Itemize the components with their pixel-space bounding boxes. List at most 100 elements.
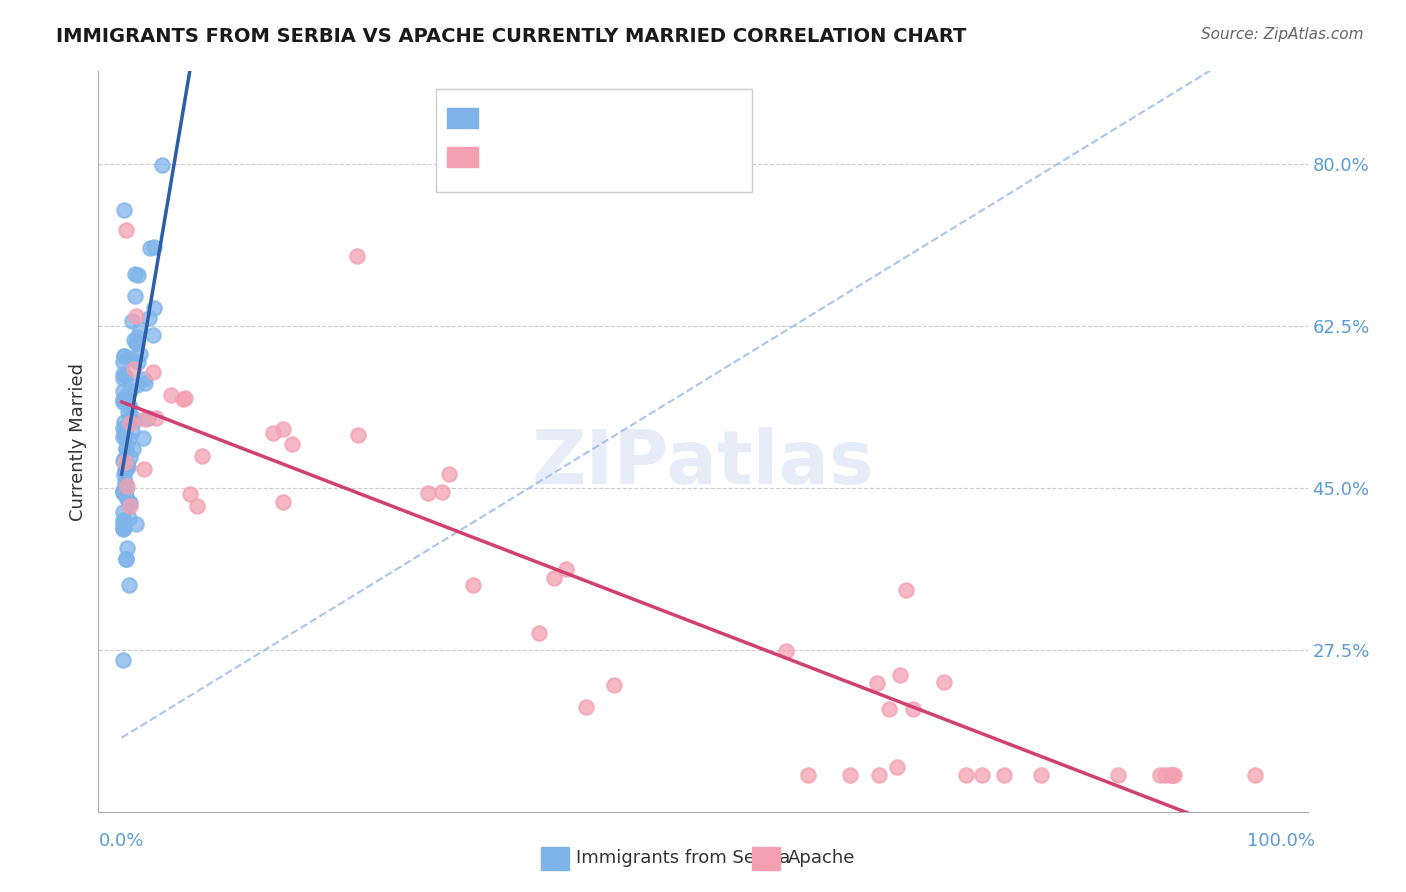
- Point: [112, 454, 135, 468]
- Point: [775, 644, 797, 658]
- Point: [970, 767, 993, 781]
- Point: [115, 457, 138, 471]
- Point: [111, 485, 134, 500]
- Text: ZIPatlas: ZIPatlas: [531, 427, 875, 500]
- Point: [111, 421, 134, 435]
- Point: [114, 390, 136, 404]
- Point: [271, 422, 294, 436]
- Text: 0.176: 0.176: [538, 108, 600, 128]
- Text: N =: N =: [605, 109, 638, 127]
- Point: [262, 425, 284, 440]
- Point: [838, 767, 860, 781]
- Point: [122, 333, 145, 347]
- Point: [461, 578, 484, 592]
- Point: [143, 240, 166, 254]
- Point: [603, 678, 626, 692]
- Point: [993, 767, 1015, 781]
- Point: [115, 482, 138, 496]
- Point: [179, 487, 201, 501]
- Point: [894, 582, 917, 597]
- Point: [439, 467, 461, 481]
- Point: [281, 437, 304, 451]
- Point: [174, 392, 197, 406]
- Point: [114, 485, 136, 500]
- Point: [111, 516, 134, 530]
- Point: [112, 367, 135, 381]
- Point: [111, 394, 134, 409]
- Point: [114, 429, 136, 443]
- Point: [118, 511, 141, 525]
- Point: [796, 767, 818, 781]
- Point: [120, 416, 142, 430]
- Point: [529, 626, 551, 640]
- Point: [112, 467, 135, 482]
- Point: [1149, 767, 1171, 781]
- Point: [114, 479, 136, 493]
- Point: [111, 653, 134, 667]
- Point: [127, 268, 149, 283]
- Point: [122, 410, 145, 425]
- Point: [124, 516, 146, 531]
- Point: [115, 551, 138, 566]
- Point: [1107, 767, 1129, 781]
- Text: Apache: Apache: [787, 849, 855, 867]
- Point: [114, 454, 136, 468]
- Point: [114, 475, 136, 489]
- Point: [125, 329, 148, 343]
- Point: [543, 571, 565, 585]
- Point: [132, 462, 155, 476]
- Point: [120, 412, 142, 426]
- Text: 55: 55: [657, 147, 683, 167]
- Point: [117, 578, 139, 592]
- Point: [120, 351, 142, 366]
- Point: [115, 479, 138, 493]
- Point: [127, 355, 149, 369]
- Point: [122, 442, 145, 456]
- Point: [1161, 767, 1184, 781]
- Point: [346, 249, 368, 263]
- Point: [120, 400, 142, 414]
- Point: [111, 355, 134, 369]
- Point: [1243, 767, 1265, 781]
- Point: [150, 158, 173, 172]
- Point: [118, 499, 141, 513]
- Point: [111, 505, 134, 519]
- Text: 0.0%: 0.0%: [98, 831, 143, 849]
- Point: [886, 760, 908, 774]
- Point: [117, 460, 139, 475]
- Point: [112, 349, 135, 363]
- Point: [127, 378, 149, 392]
- Point: [125, 335, 148, 350]
- Point: [114, 464, 136, 478]
- Point: [1031, 767, 1053, 781]
- Text: Immigrants from Serbia: Immigrants from Serbia: [576, 849, 790, 867]
- Point: [122, 362, 145, 376]
- Point: [111, 392, 134, 406]
- Point: [1163, 767, 1185, 781]
- Point: [111, 384, 134, 399]
- Point: [112, 521, 135, 535]
- Point: [271, 495, 294, 509]
- Point: [1160, 767, 1182, 781]
- Point: [111, 483, 134, 498]
- Point: [112, 513, 135, 527]
- Point: [112, 203, 135, 218]
- Text: N =: N =: [605, 148, 638, 166]
- Point: [136, 411, 159, 425]
- Point: [125, 335, 148, 350]
- Point: [114, 463, 136, 477]
- Point: [114, 442, 136, 457]
- Point: [115, 223, 138, 237]
- Point: [430, 485, 453, 500]
- Point: [112, 451, 135, 466]
- Text: R =: R =: [488, 148, 522, 166]
- Point: [120, 496, 142, 510]
- Point: [118, 495, 141, 509]
- Text: IMMIGRANTS FROM SERBIA VS APACHE CURRENTLY MARRIED CORRELATION CHART: IMMIGRANTS FROM SERBIA VS APACHE CURRENT…: [56, 27, 966, 45]
- Point: [122, 414, 145, 428]
- Point: [111, 483, 134, 498]
- Point: [134, 376, 156, 390]
- Point: [143, 301, 166, 315]
- Point: [118, 384, 141, 398]
- Point: [125, 310, 148, 324]
